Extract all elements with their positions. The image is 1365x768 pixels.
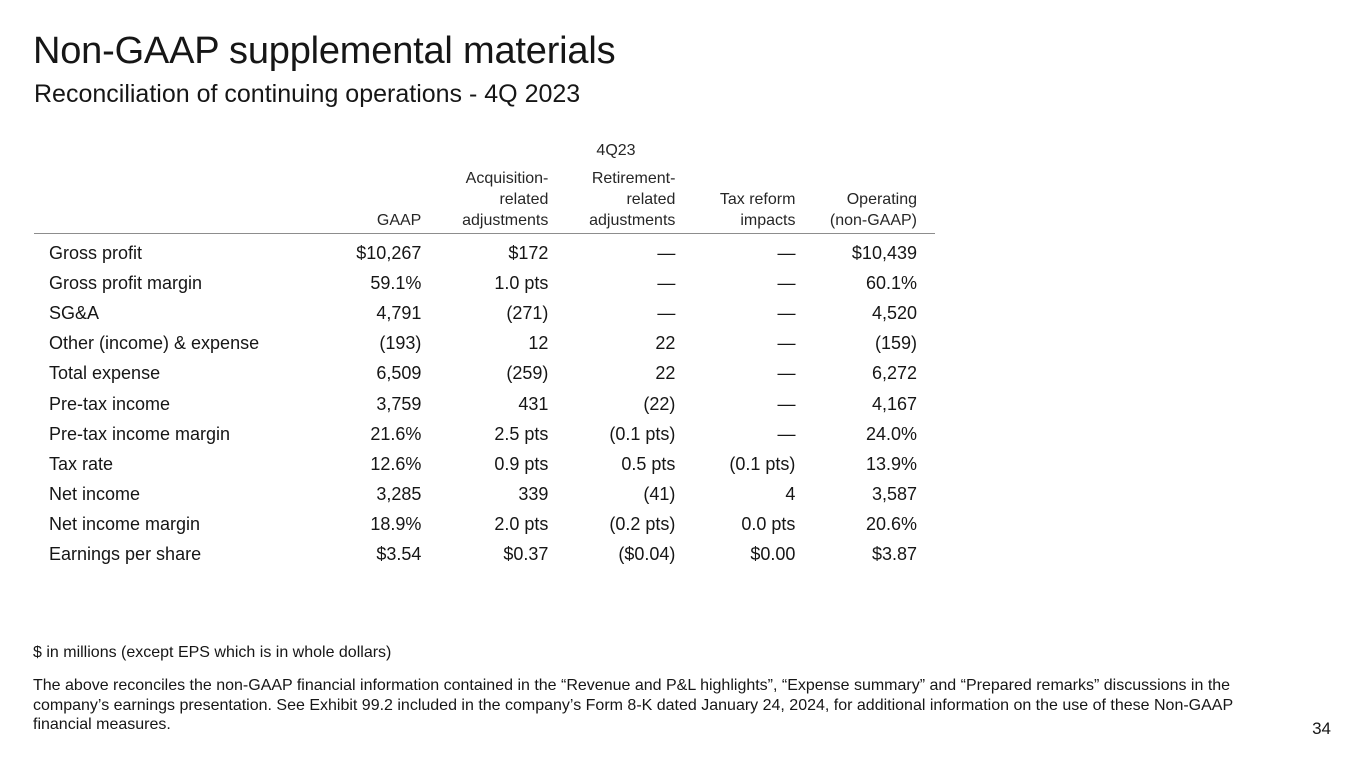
- header-row: GAAP Acquisition- related adjustments Reti…: [34, 168, 935, 234]
- table-row: Net income 3,285 339 (41) 4 3,587: [34, 480, 935, 510]
- table-body: Gross profit $10,267 $172— — $10,439 Gross pr…: [34, 234, 935, 571]
- table-cell: —: [777, 423, 796, 444]
- table-cell: 339: [518, 484, 549, 505]
- table-cell: $0.37: [503, 544, 549, 565]
- table-cell: —: [777, 302, 796, 323]
- table-cell: 22: [655, 363, 676, 384]
- table-cell: $10,267: [356, 242, 422, 263]
- table-cell: —: [657, 272, 676, 293]
- table-cell: 59.1%: [370, 272, 422, 293]
- table-cell: $3.54: [376, 544, 422, 565]
- table-cell: (0.1 pts): [729, 453, 796, 474]
- table-cell: (271): [506, 302, 549, 323]
- table-cell: 4,520: [871, 302, 917, 323]
- table-cell: 6,272: [871, 363, 917, 384]
- table-row: Pre-tax income 3,759 431 (22) — 4,167: [34, 389, 935, 419]
- table-cell: 2.0 pts: [494, 514, 549, 535]
- table-cell: (159): [874, 333, 917, 354]
- table-row: Total expense 6,509 (259) 22 — 6,272: [34, 359, 935, 389]
- table-cell: 3,759: [376, 393, 422, 414]
- table-cell: (0.2 pts): [609, 514, 676, 535]
- table-row: Earnings per share $3.54 $0.37 ($0.04) $0.00…: [34, 540, 935, 570]
- table-cell: $3.87: [871, 544, 917, 565]
- row-label: Tax rate: [49, 453, 114, 474]
- table-cell: —: [777, 363, 796, 384]
- column-header: Operating (non-GAAP): [813, 168, 935, 234]
- row-label: SG&A: [49, 302, 100, 323]
- table-cell: 60.1%: [865, 272, 917, 293]
- column-header: Acquisition- related adjustments: [439, 168, 567, 234]
- table-cell: 21.6%: [370, 423, 422, 444]
- table-cell: 3,285: [376, 484, 422, 505]
- table-cell: 1.0 pts: [494, 272, 549, 293]
- table-cell: —: [777, 272, 796, 293]
- column-header: Retirement- related adjustments: [566, 168, 694, 234]
- table-row: Tax rate 12.6% 0.9 pts 0.5 pts (0.1 pts) 13.9…: [34, 449, 935, 479]
- table-cell: 2.5 pts: [494, 423, 549, 444]
- table-cell: 431: [518, 393, 549, 414]
- row-label: Other (income) & expense: [49, 333, 260, 354]
- column-header: Tax reform impacts: [693, 168, 814, 234]
- table-cell: —: [777, 393, 796, 414]
- table-row: Gross profit $10,267 $172 — — $10,439: [34, 234, 935, 269]
- table-cell: 24.0%: [865, 423, 917, 444]
- units-footnote: $ in millions (except EPS which is in wh…: [33, 644, 392, 661]
- table-cell: (41): [643, 484, 676, 505]
- table-cell: 20.6%: [865, 514, 917, 535]
- table-cell: 0.5 pts: [621, 453, 676, 474]
- page-subtitle: Reconciliation of continuing operations …: [34, 80, 581, 108]
- table-cell: 18.9%: [370, 514, 422, 535]
- row-label: Total expense: [49, 363, 161, 384]
- table-row: Pre-tax income margin 21.6% 2.5 pts (0.1 pt…: [34, 419, 935, 449]
- table-cell: (22): [643, 393, 676, 414]
- header-label-cell: [34, 168, 300, 234]
- table-row: Net income margin 18.9% 2.0 pts (0.2 pts) 0.…: [34, 510, 935, 540]
- table-cell: $0.00: [750, 544, 796, 565]
- table-cell: $172: [508, 242, 549, 263]
- table-cell: —: [777, 333, 796, 354]
- row-label: Earnings per share: [49, 544, 202, 565]
- table-row: Other (income) & expense (193) 12 22 — (159): [34, 329, 935, 359]
- table-cell: 4: [785, 484, 796, 505]
- row-label: Pre-tax income: [49, 393, 171, 414]
- table-cell: (193): [379, 333, 422, 354]
- table-cell: 6,509: [376, 363, 422, 384]
- page-number: 34: [1312, 719, 1331, 738]
- table-row: SG&A 4,791 (271) — — 4,520: [34, 298, 935, 328]
- row-label: Gross profit: [49, 242, 143, 263]
- table-cell: 12: [528, 333, 549, 354]
- row-label: Net income margin: [49, 514, 201, 535]
- table-cell: 0.9 pts: [494, 453, 549, 474]
- table-cell: 3,587: [871, 484, 917, 505]
- disclaimer-footnote: The above reconciles the non-GAAP financ…: [33, 677, 1233, 733]
- row-label: Net income: [49, 484, 141, 505]
- table-cell: —: [657, 242, 676, 263]
- row-label: Gross profit margin: [49, 272, 203, 293]
- table-cell: 4,167: [871, 393, 917, 414]
- table-cell: (0.1 pts): [609, 423, 676, 444]
- row-label: Pre-tax income margin: [49, 423, 231, 444]
- table-cell: 0.0 pts: [741, 514, 796, 535]
- table-cell: 12.6%: [370, 453, 422, 474]
- table-cell: 4,791: [376, 302, 422, 323]
- page-title: Non-GAAP supplemental materials: [33, 30, 616, 72]
- table-cell: (259): [506, 363, 549, 384]
- table-cell: ($0.04): [618, 544, 676, 565]
- table-cell: 13.9%: [865, 453, 917, 474]
- table-cell: —: [777, 242, 796, 263]
- table-header: GAAP Acquisition- related adjustments Reti…: [34, 168, 935, 234]
- table-cell: —: [657, 302, 676, 323]
- table-cell: 22: [655, 333, 676, 354]
- table-period-header: 4Q23: [596, 142, 636, 159]
- column-header: GAAP: [299, 168, 440, 234]
- table-row: Gross profit margin 59.1% 1.0 pts — — 60.1%: [34, 268, 935, 298]
- table-cell: $10,439: [851, 242, 917, 263]
- reconciliation-table: GAAP Acquisition- related adjustments Reti…: [34, 168, 935, 570]
